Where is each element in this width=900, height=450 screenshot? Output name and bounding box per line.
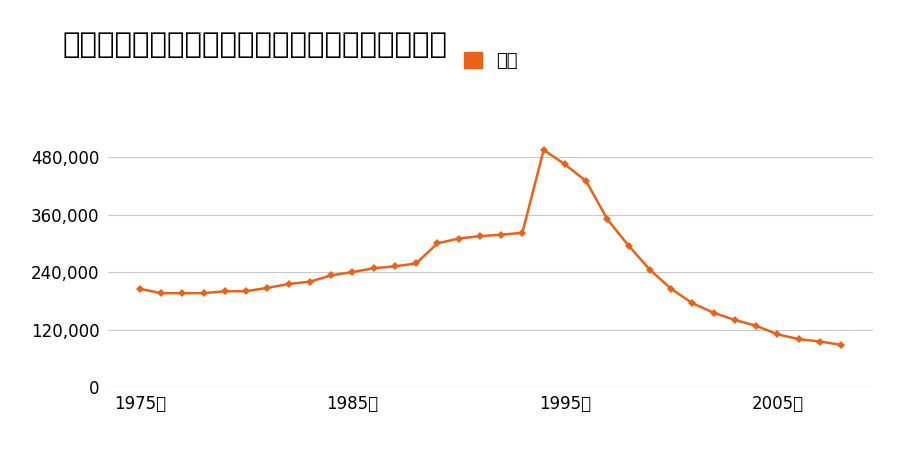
Text: 千葉県佐原市佐原字竹ノ下１３４番８の地価推移: 千葉県佐原市佐原字竹ノ下１３４番８の地価推移 xyxy=(63,32,448,59)
Legend: 価格: 価格 xyxy=(464,51,518,70)
